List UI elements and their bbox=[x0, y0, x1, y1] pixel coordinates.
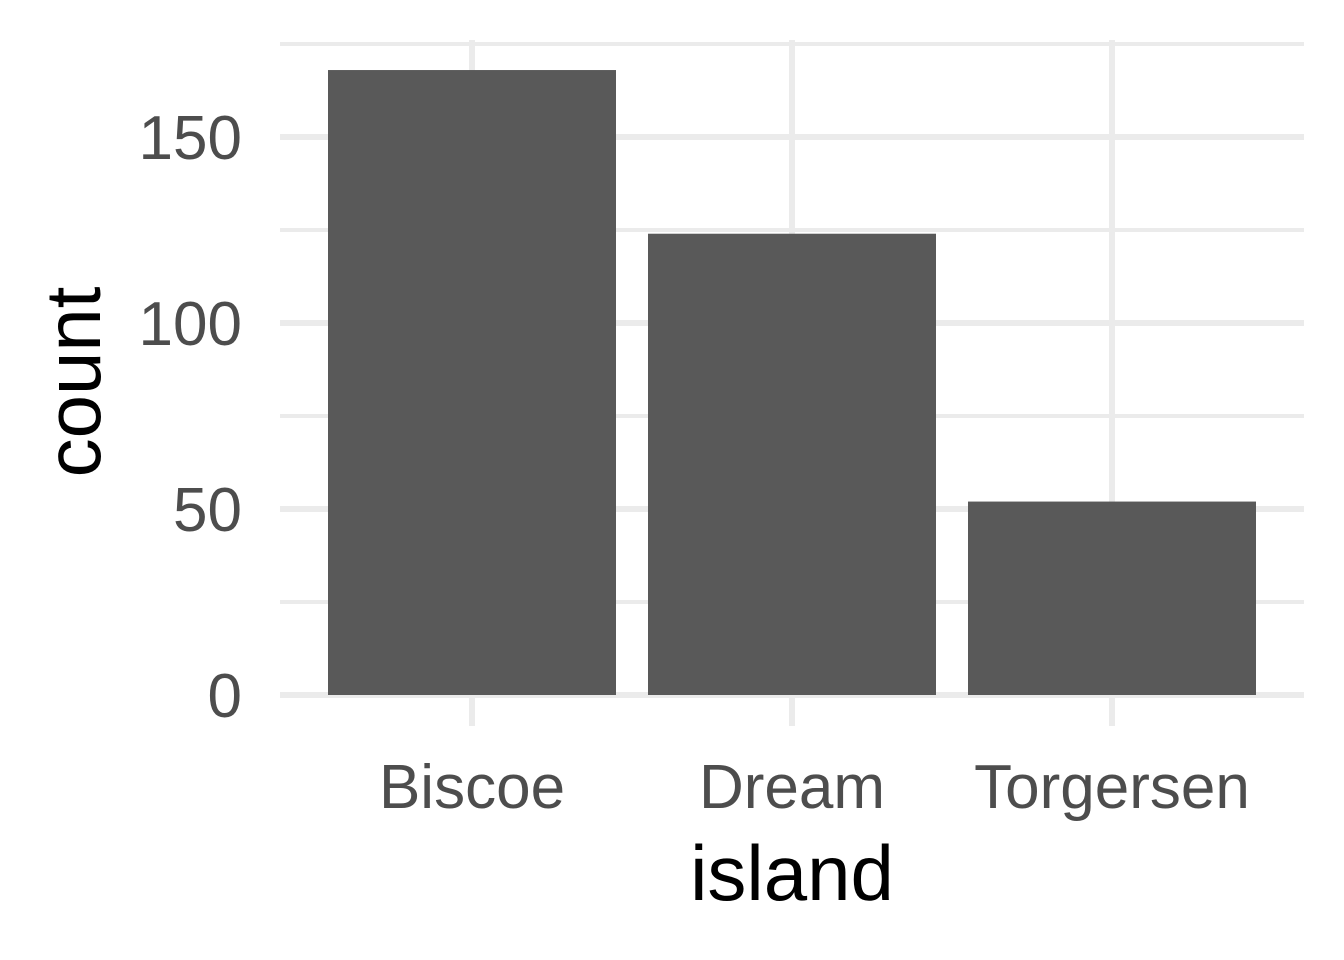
y-tick-label: 0 bbox=[208, 662, 242, 731]
bar-dream bbox=[648, 233, 936, 695]
x-tick-label: Dream bbox=[699, 753, 885, 822]
x-axis-title: island bbox=[690, 829, 894, 917]
x-tick-label: Torgersen bbox=[974, 753, 1250, 822]
y-tick-labels: 0 50 100 150 bbox=[139, 104, 242, 731]
y-axis-title: count bbox=[29, 286, 117, 477]
x-tick-label: Biscoe bbox=[379, 753, 565, 822]
y-tick-label: 50 bbox=[173, 476, 242, 545]
x-tick-labels: Biscoe Dream Torgersen bbox=[379, 753, 1250, 822]
bar-torgersen bbox=[968, 501, 1256, 695]
y-tick-label: 150 bbox=[139, 104, 242, 173]
bars bbox=[328, 70, 1256, 696]
bar-biscoe bbox=[328, 70, 616, 696]
y-tick-label: 100 bbox=[139, 290, 242, 359]
